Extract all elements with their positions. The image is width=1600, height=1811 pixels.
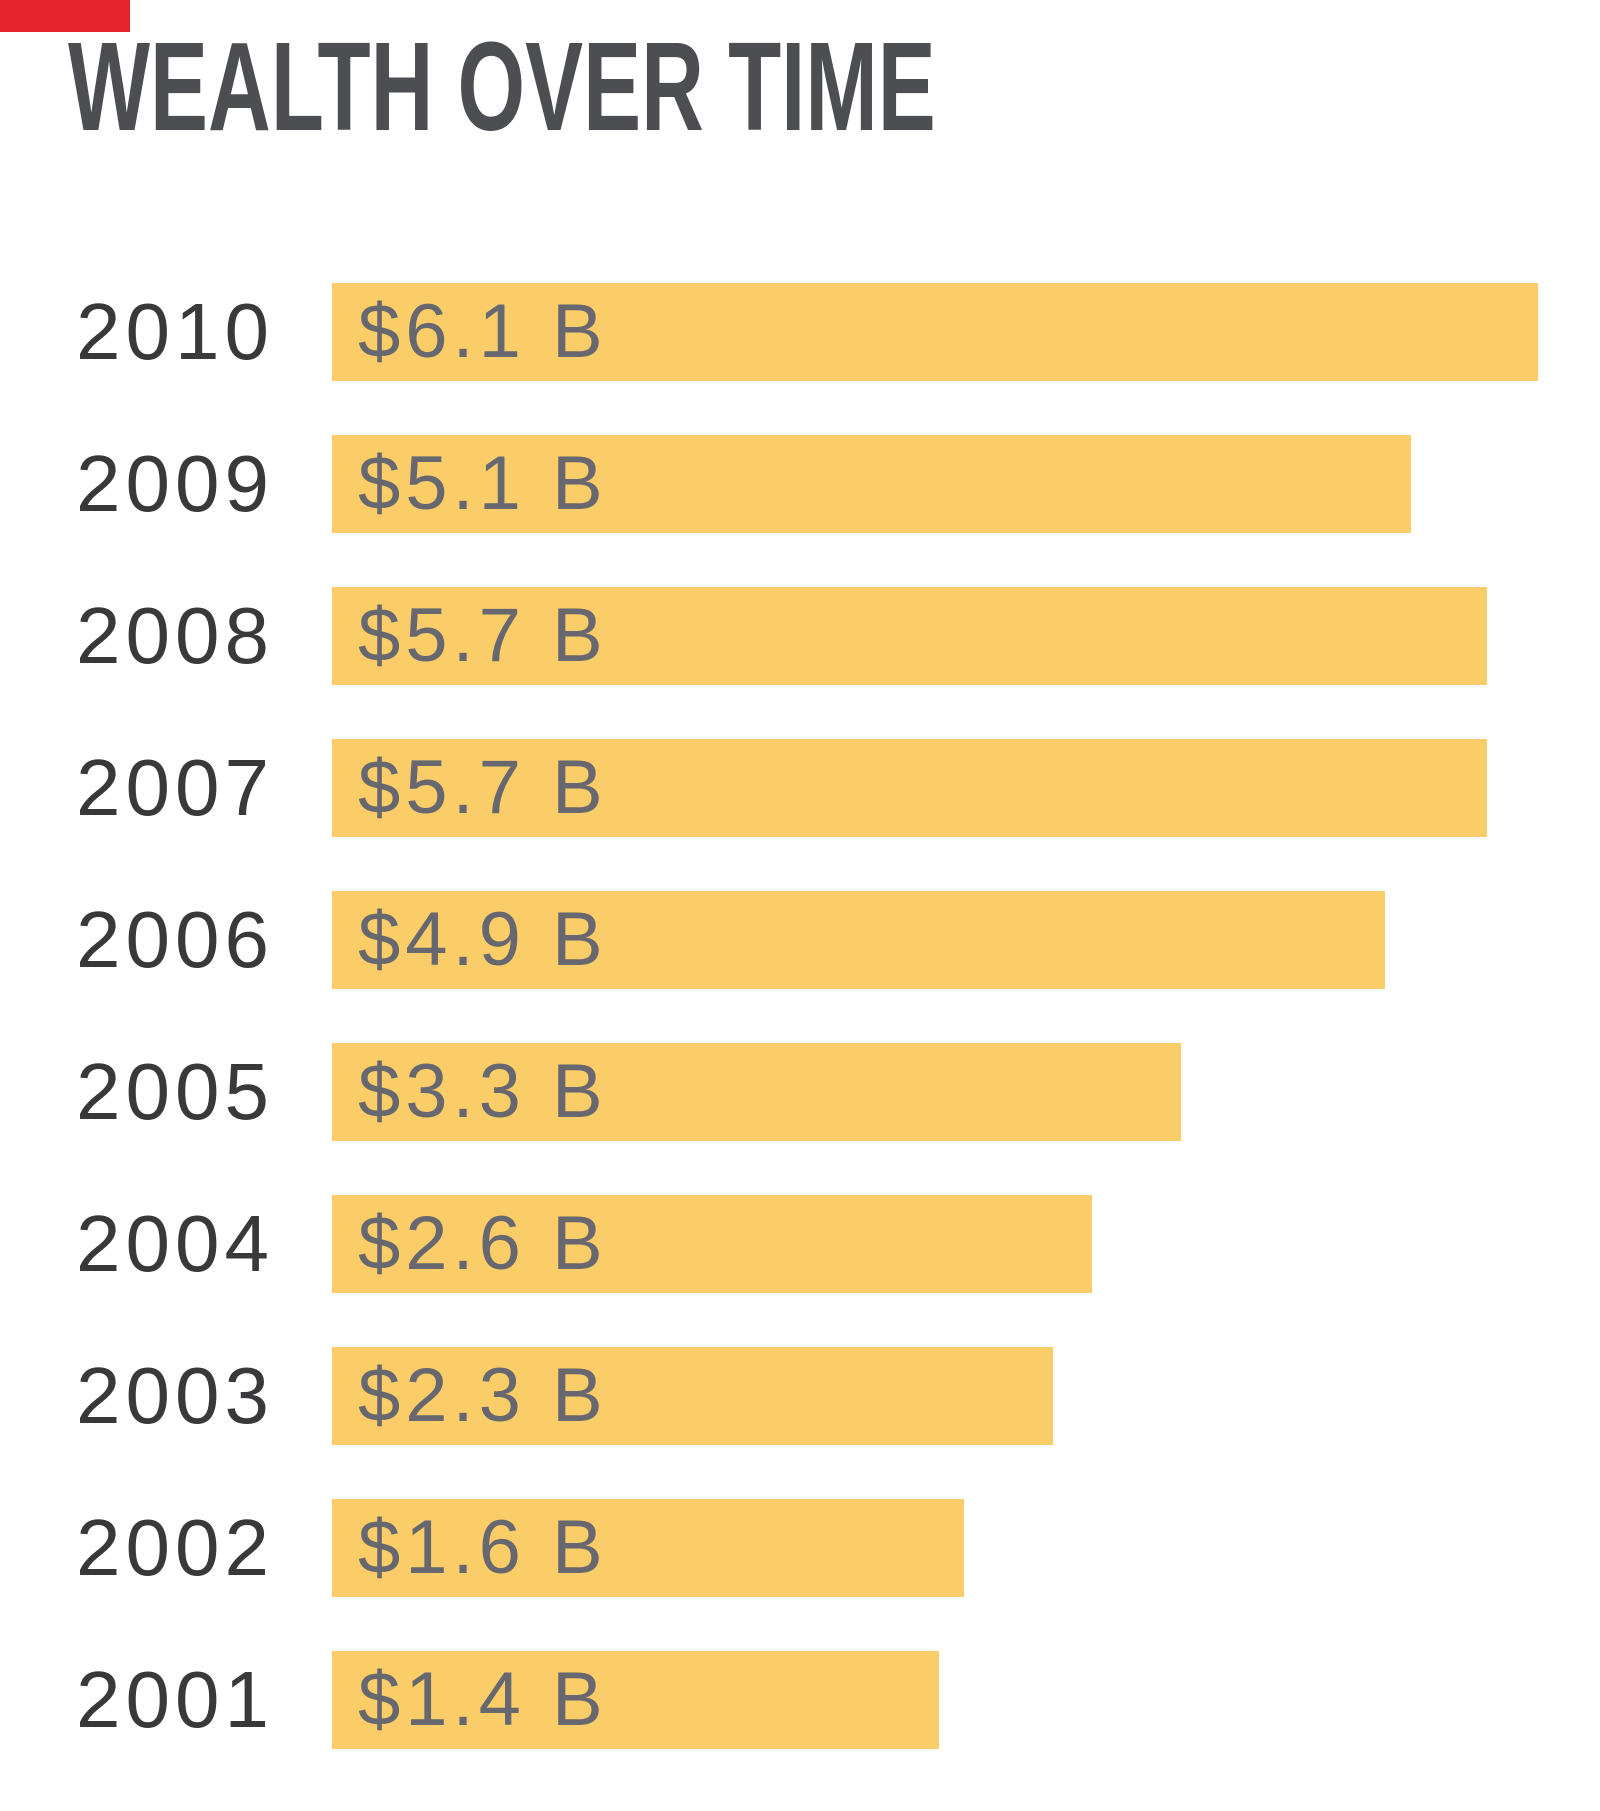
bar-track: $3.3 B xyxy=(332,1043,1538,1141)
bar-value-label: $5.7 B xyxy=(358,745,608,830)
bar-track: $1.4 B xyxy=(332,1651,1538,1749)
bar-row: 2005 $3.3 B xyxy=(0,1043,1600,1141)
bar-value-label: $1.4 B xyxy=(358,1657,608,1742)
bar-track: $2.3 B xyxy=(332,1347,1538,1445)
year-label: 2004 xyxy=(76,1199,274,1288)
bar-row: 2003 $2.3 B xyxy=(0,1347,1600,1445)
bar-row: 2009 $5.1 B xyxy=(0,435,1600,533)
chart-title: WEALTH OVER TIME xyxy=(68,16,936,157)
bar-chart: 2010 $6.1 B 2009 $5.1 B 2008 $5.7 B 2007 $5.7 B… xyxy=(0,283,1600,1803)
bar-value-label: $2.3 B xyxy=(358,1353,608,1438)
bar-row: 2006 $4.9 B xyxy=(0,891,1600,989)
wealth-bar: $5.7 B xyxy=(332,739,1487,837)
bar-track: $6.1 B xyxy=(332,283,1538,381)
bar-value-label: $2.6 B xyxy=(358,1201,608,1286)
bar-row: 2007 $5.7 B xyxy=(0,739,1600,837)
wealth-bar: $2.6 B xyxy=(332,1195,1092,1293)
bar-row: 2004 $2.6 B xyxy=(0,1195,1600,1293)
bar-value-label: $5.7 B xyxy=(358,593,608,678)
bar-track: $5.7 B xyxy=(332,587,1538,685)
bar-row: 2010 $6.1 B xyxy=(0,283,1600,381)
bar-value-label: $4.9 B xyxy=(358,897,608,982)
year-label: 2003 xyxy=(76,1351,274,1440)
wealth-bar: $4.9 B xyxy=(332,891,1385,989)
wealth-bar: $1.6 B xyxy=(332,1499,965,1597)
bar-track: $4.9 B xyxy=(332,891,1538,989)
year-label: 2005 xyxy=(76,1047,274,1136)
bar-value-label: $1.6 B xyxy=(358,1505,608,1590)
wealth-bar: $5.1 B xyxy=(332,435,1411,533)
bar-row: 2002 $1.6 B xyxy=(0,1499,1600,1597)
wealth-bar: $6.1 B xyxy=(332,283,1538,381)
bar-value-label: $5.1 B xyxy=(358,441,608,526)
bar-track: $5.1 B xyxy=(332,435,1538,533)
wealth-bar: $1.4 B xyxy=(332,1651,939,1749)
year-label: 2010 xyxy=(76,287,274,376)
year-label: 2006 xyxy=(76,895,274,984)
bar-row: 2008 $5.7 B xyxy=(0,587,1600,685)
wealth-bar: $2.3 B xyxy=(332,1347,1054,1445)
year-label: 2001 xyxy=(76,1655,274,1744)
bar-row: 2001 $1.4 B xyxy=(0,1651,1600,1749)
year-label: 2008 xyxy=(76,591,274,680)
wealth-bar: $5.7 B xyxy=(332,587,1487,685)
year-label: 2009 xyxy=(76,439,274,528)
bar-track: $2.6 B xyxy=(332,1195,1538,1293)
bar-value-label: $3.3 B xyxy=(358,1049,608,1134)
wealth-bar: $3.3 B xyxy=(332,1043,1181,1141)
year-label: 2002 xyxy=(76,1503,274,1592)
red-accent-bar xyxy=(0,0,130,32)
bar-track: $1.6 B xyxy=(332,1499,1538,1597)
bar-value-label: $6.1 B xyxy=(358,289,608,374)
year-label: 2007 xyxy=(76,743,274,832)
bar-track: $5.7 B xyxy=(332,739,1538,837)
